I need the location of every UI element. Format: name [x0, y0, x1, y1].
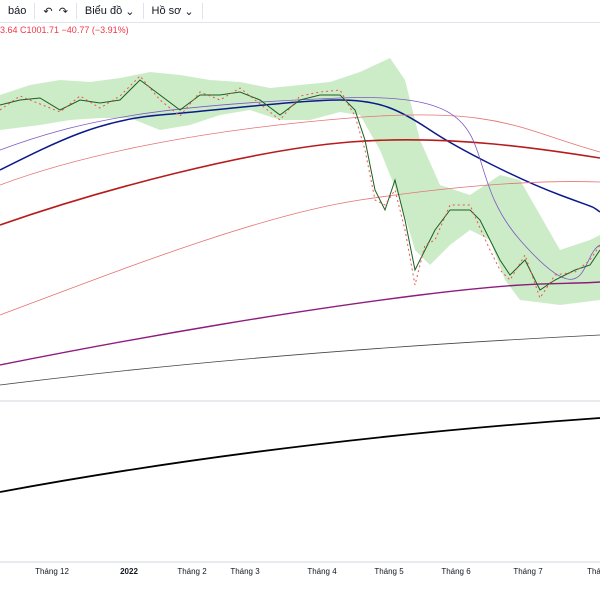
toolbar-button[interactable]: Biểu đồ ⌄	[77, 3, 144, 19]
x-label: 2022	[120, 567, 138, 576]
ohlc-legend: 3.64 C1001.71 −40.77 (−3.91%)	[0, 25, 129, 35]
undo-redo[interactable]: ↶ ↷	[35, 3, 77, 19]
toolbar-button[interactable]: báo	[0, 3, 36, 19]
toolbar-button[interactable]: Hồ sơ ⌄	[144, 3, 203, 19]
ma-line	[0, 114, 600, 186]
ma-line	[0, 281, 600, 366]
ma-line	[0, 97, 600, 280]
ma-line	[0, 139, 600, 226]
x-label: Thá	[587, 567, 600, 576]
ma-line	[0, 99, 600, 213]
price-line	[0, 79, 600, 291]
x-label: Tháng 12	[35, 567, 69, 576]
ma-line	[0, 181, 600, 316]
x-label: Tháng 7	[513, 567, 543, 576]
x-label: Tháng 4	[307, 567, 337, 576]
x-label: Tháng 3	[230, 567, 260, 576]
x-label: Tháng 6	[441, 567, 471, 576]
x-label: Tháng 5	[374, 567, 404, 576]
x-label: Tháng 2	[177, 567, 207, 576]
button-label: Hồ sơ	[151, 5, 182, 17]
toolbar: báo ↶ ↷ Biểu đồ ⌄ Hồ sơ ⌄	[0, 0, 600, 23]
band	[0, 58, 600, 305]
indicator-line	[0, 417, 600, 493]
button-label: Biểu đồ	[84, 5, 123, 17]
ma-line	[0, 334, 600, 386]
